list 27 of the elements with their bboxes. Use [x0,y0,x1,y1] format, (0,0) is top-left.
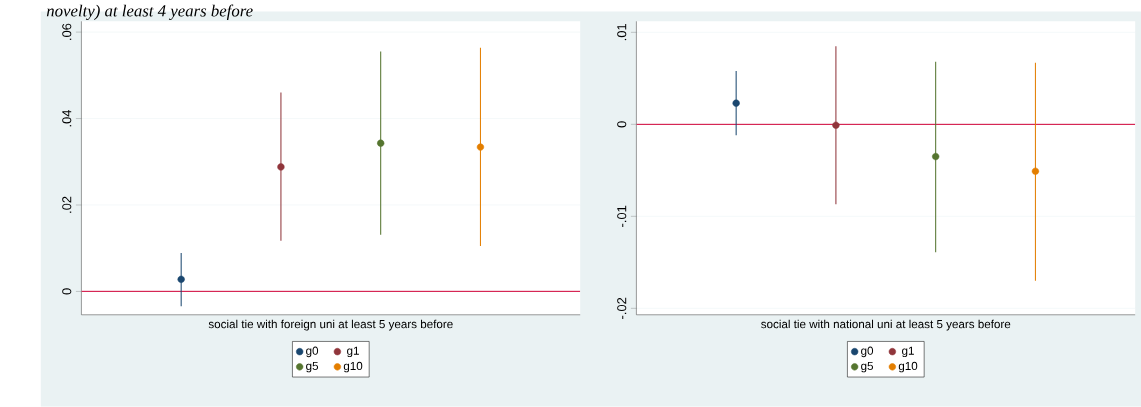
legend-label: g5 [306,361,319,373]
y-tick-label: .06 [62,23,72,41]
point [476,143,485,151]
y-tick-label: -.01 [617,205,627,227]
point [932,153,940,161]
x-axis-title: social tie with national uni at least 5 years before [761,319,1011,331]
point [177,275,185,284]
y-tick-label: .01 [617,24,627,41]
text: novelty) at least 4 years before [46,4,253,21]
y-tick-label: .02 [62,196,72,213]
legend-label: g0 [306,346,319,358]
y-tick-label: -.02 [617,297,627,319]
legend-label: g1 [902,346,914,358]
x-axis-title: social tie with foreign uni at least 5 years before [208,319,453,331]
legend-label: g5 [861,361,874,373]
point [377,139,385,147]
y-tick-label: .04 [62,110,72,127]
y-tick-label: 0 [617,121,627,128]
legend-label: g1 [347,346,359,358]
legend-label: g10 [898,361,918,373]
legend-label: g10 [343,361,363,373]
point [732,99,740,107]
point [1031,167,1040,175]
point [832,121,840,129]
point [277,163,285,171]
legend-label: g0 [861,346,874,358]
y-tick-label: 0 [62,288,72,295]
